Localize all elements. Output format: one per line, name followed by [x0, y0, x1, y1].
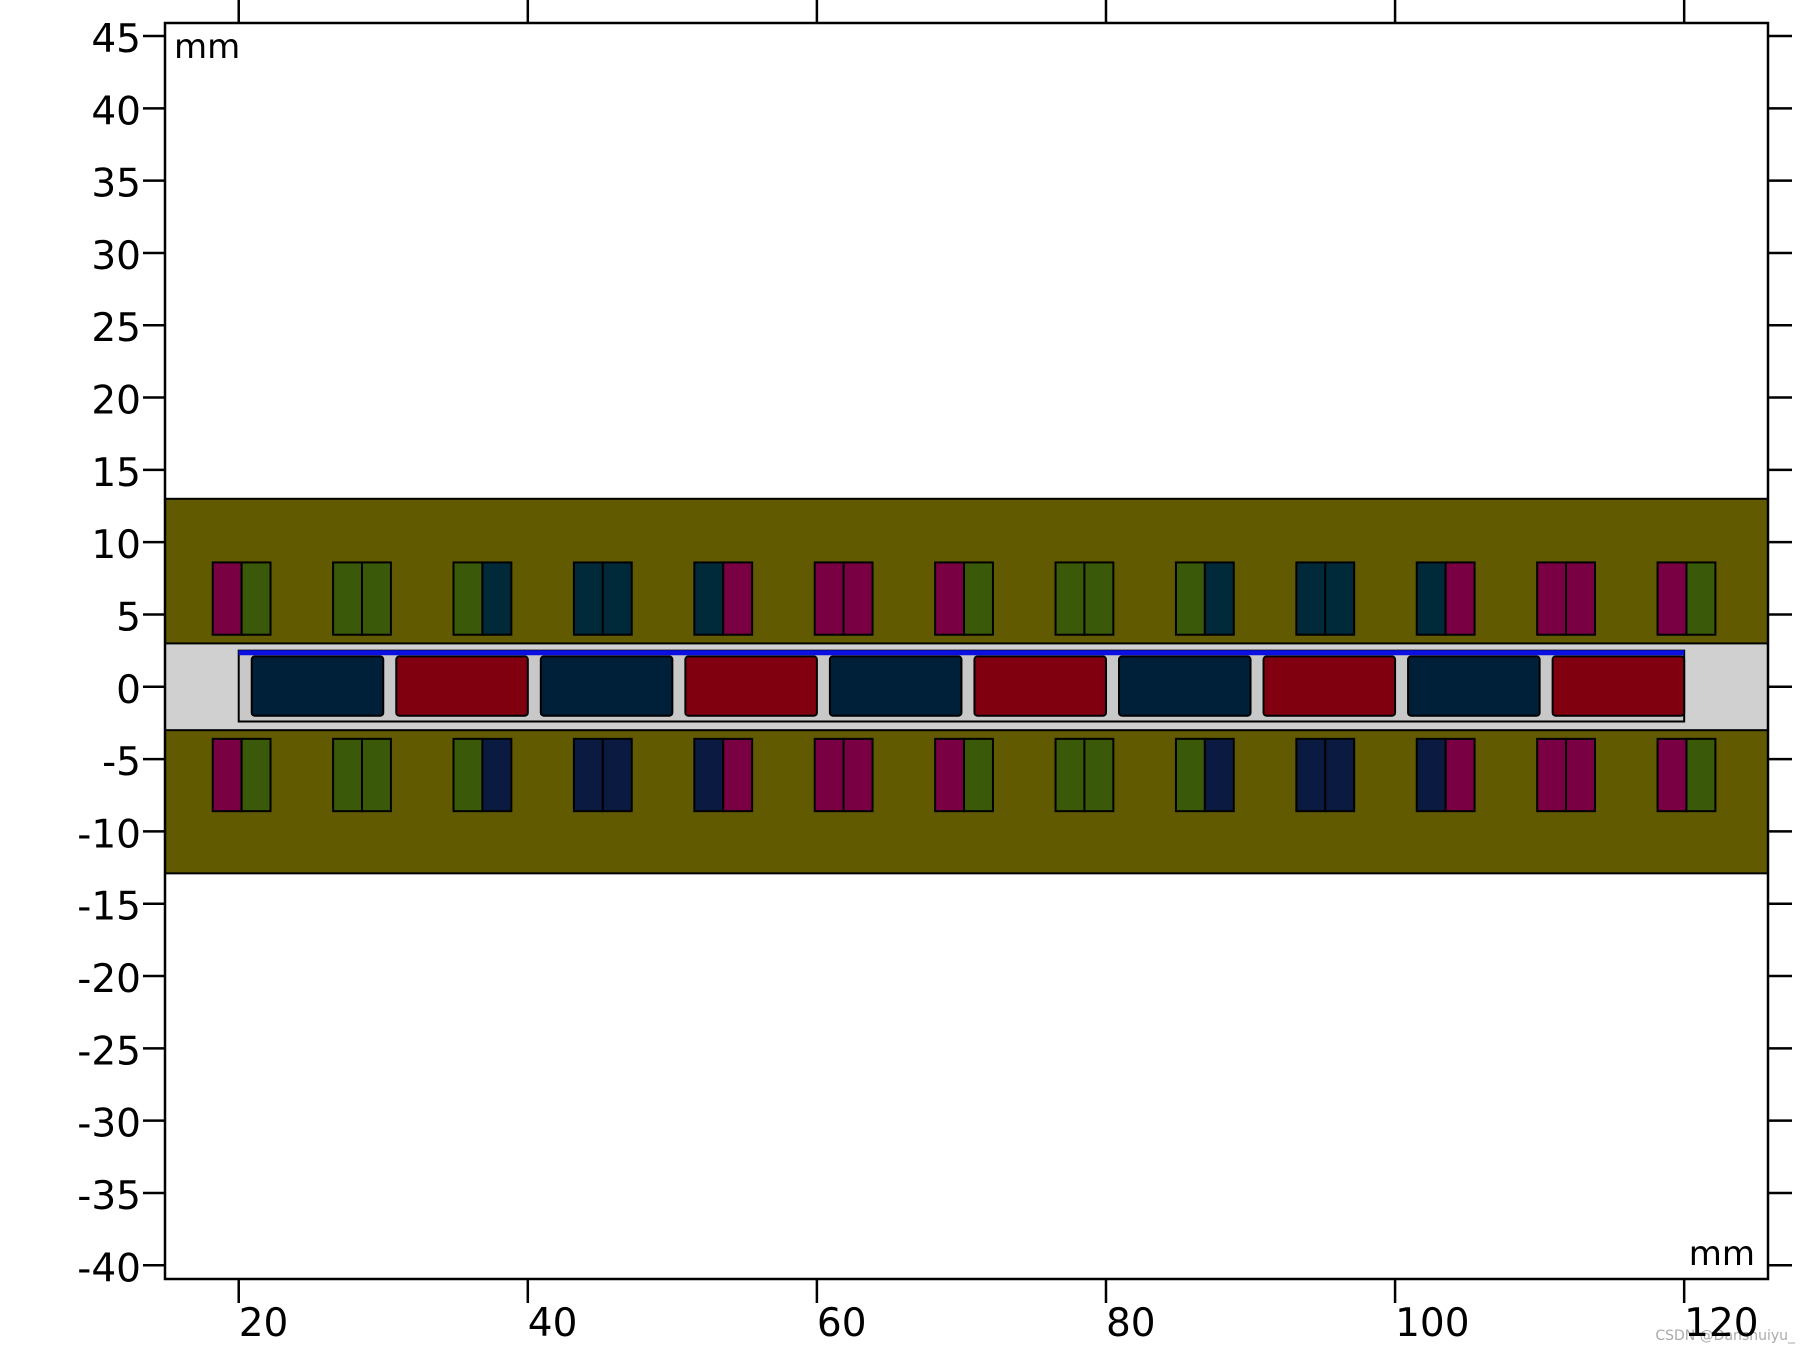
coil: [1415, 737, 1447, 813]
coil: [722, 561, 754, 636]
x-tick-label: 60: [817, 1301, 867, 1346]
coil: [361, 561, 392, 636]
coil: [1054, 561, 1086, 636]
coil: [211, 737, 243, 813]
coil: [1203, 561, 1235, 636]
coil: [963, 561, 994, 636]
coil: [601, 561, 633, 636]
coil: [1083, 561, 1115, 636]
coil: [842, 561, 874, 636]
magnet: [684, 655, 818, 717]
magnet: [1407, 655, 1541, 717]
magnet: [828, 655, 963, 717]
coil: [1203, 737, 1235, 813]
magnet: [1117, 655, 1252, 717]
magnet: [1262, 655, 1397, 717]
coil: [1536, 561, 1568, 636]
x-tick-label: 100: [1395, 1301, 1469, 1346]
y-tick-label: 25: [91, 306, 141, 351]
plot-frame: [163, 21, 1770, 1281]
coil: [1565, 737, 1596, 813]
coil: [1565, 561, 1596, 636]
coil: [1083, 737, 1115, 813]
coil: [1685, 561, 1717, 636]
coil: [1685, 737, 1717, 813]
coil: [1054, 737, 1086, 813]
coil: [693, 561, 725, 636]
x-tick-label: 120: [1684, 1301, 1758, 1346]
y-tick-label: -5: [102, 740, 141, 785]
coil: [934, 561, 966, 636]
y-tick-label: 35: [91, 162, 141, 207]
x-tick-label: 80: [1106, 1301, 1156, 1346]
coil: [1415, 561, 1447, 636]
coil: [1295, 737, 1327, 813]
coil: [1324, 561, 1356, 636]
y-tick-label: 40: [91, 89, 141, 134]
coil: [361, 737, 392, 813]
y-tick-label: -40: [77, 1246, 141, 1291]
y-unit: mm: [174, 27, 240, 67]
coil: [1444, 737, 1476, 813]
coil: [452, 561, 484, 636]
coil: [572, 737, 604, 813]
coil: [481, 737, 513, 813]
magnet: [395, 655, 529, 717]
coil: [1444, 561, 1476, 636]
coil: [722, 737, 754, 813]
coil: [1324, 737, 1356, 813]
coil: [1656, 561, 1688, 636]
y-tick-label: -30: [77, 1102, 141, 1147]
coil: [1174, 561, 1206, 636]
magnet: [539, 655, 674, 717]
x-tick-label: 20: [239, 1301, 289, 1346]
x-unit: mm: [1689, 1234, 1755, 1274]
coil: [813, 737, 845, 813]
coil: [452, 737, 484, 813]
coil: [842, 737, 874, 813]
watermark: CSDN @Danshuiyu_: [1655, 1328, 1796, 1344]
coil: [693, 737, 725, 813]
coil: [211, 561, 243, 636]
y-tick-label: 30: [91, 234, 141, 279]
coil: [934, 737, 966, 813]
coil: [240, 561, 272, 636]
coil: [813, 561, 845, 636]
coil: [963, 737, 994, 813]
x-tick-label: 40: [528, 1301, 578, 1346]
y-tick-label: -35: [77, 1174, 141, 1219]
coil: [332, 561, 364, 636]
y-tick-label: 5: [116, 595, 141, 640]
magnet: [1551, 655, 1686, 717]
coil: [1295, 561, 1327, 636]
coil: [1174, 737, 1206, 813]
coil: [240, 737, 272, 813]
coil: [572, 561, 604, 636]
y-tick-label: -20: [77, 957, 141, 1002]
y-tick-label: 10: [91, 523, 141, 568]
magnet: [973, 655, 1107, 717]
y-tick-label: -10: [77, 812, 141, 857]
coil: [332, 737, 364, 813]
y-tick-label: 45: [91, 17, 141, 62]
coil: [601, 737, 633, 813]
y-tick-label: -25: [77, 1029, 141, 1074]
y-tick-label: 20: [91, 379, 141, 424]
geometry: [164, 497, 1769, 875]
magnet: [250, 655, 385, 717]
y-tick-label: -15: [77, 885, 141, 930]
coil: [481, 561, 513, 636]
coil: [1536, 737, 1568, 813]
coil: [1656, 737, 1688, 813]
y-tick-label: 0: [116, 668, 141, 713]
y-tick-label: 15: [91, 451, 141, 496]
